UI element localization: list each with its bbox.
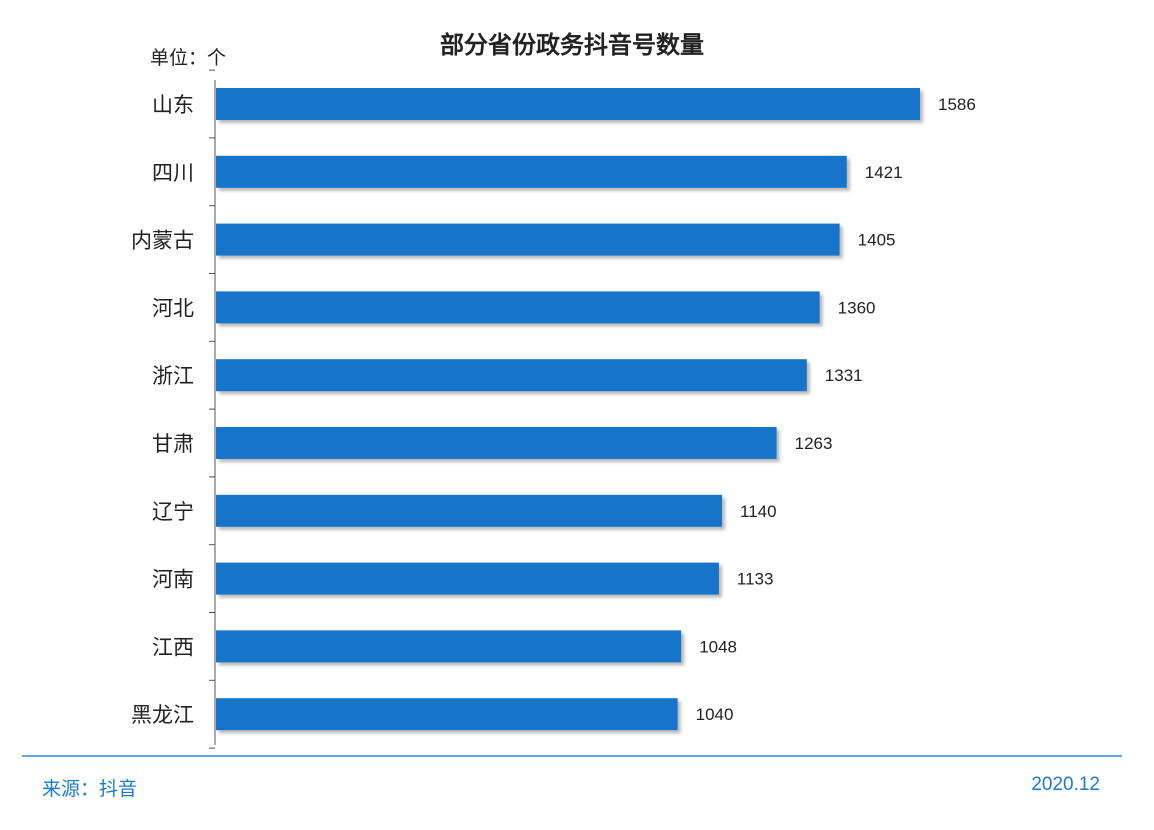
- value-label: 1040: [696, 705, 734, 724]
- category-label: 河北: [152, 296, 194, 320]
- footer-divider: [22, 755, 1122, 757]
- bar: [216, 427, 777, 459]
- source-label: 来源：抖音: [42, 778, 138, 800]
- bar: [216, 155, 847, 188]
- y-axis-ticks: [209, 69, 215, 749]
- value-label: 1140: [740, 502, 777, 521]
- bar: [216, 698, 678, 731]
- bar: [216, 494, 723, 527]
- category-label: 黑龙江: [131, 703, 194, 727]
- value-label: 1331: [825, 366, 863, 385]
- category-label: 江西: [152, 635, 194, 659]
- bar: [216, 88, 920, 120]
- unit-label: 单位：个: [150, 47, 226, 69]
- category-label: 内蒙古: [131, 229, 194, 253]
- bars-group: [216, 88, 920, 731]
- bar: [216, 359, 807, 392]
- value-labels: 1586 1421 1405 1360 1331 1263 1140 1133 1048 1040: [696, 95, 976, 724]
- bar: [216, 630, 682, 663]
- bar-chart: 部分省份政务抖音号数量 单位：个 山东四川内蒙古河北浙江甘肃辽宁河南江西黑龙江 …: [131, 31, 976, 749]
- value-label: 1048: [699, 637, 737, 656]
- bar: [216, 291, 820, 324]
- category-label: 四川: [152, 161, 194, 185]
- value-label: 1421: [865, 163, 903, 182]
- value-label: 1405: [858, 231, 896, 250]
- bar: [216, 223, 840, 256]
- category-label: 甘肃: [152, 432, 194, 456]
- value-label: 1133: [737, 570, 774, 589]
- bar: [216, 562, 719, 595]
- category-label: 山东: [152, 93, 194, 117]
- value-label: 1586: [938, 95, 976, 114]
- category-label: 河南: [152, 568, 194, 592]
- date-label: 2020.12: [1031, 774, 1100, 795]
- category-label: 浙江: [152, 364, 194, 388]
- chart-title: 部分省份政务抖音号数量: [440, 31, 704, 59]
- value-label: 1263: [795, 434, 833, 453]
- category-label: 辽宁: [152, 500, 194, 524]
- value-label: 1360: [838, 298, 876, 317]
